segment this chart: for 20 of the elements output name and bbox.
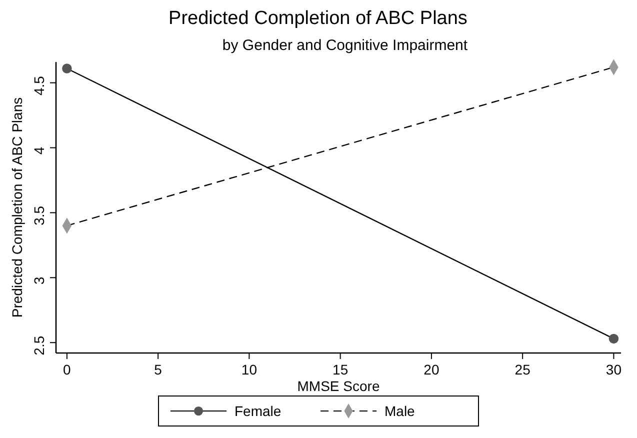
legend-label: Female	[234, 403, 282, 419]
x-tick-label: 20	[424, 362, 440, 378]
legend-label: Male	[384, 403, 416, 419]
y-tick-label: 4.5	[31, 76, 48, 96]
y-tick-label: 3.5	[31, 206, 48, 226]
chart-subtitle: by Gender and Cognitive Impairment	[222, 37, 468, 54]
y-tick-label: 3	[31, 276, 48, 285]
x-tick-label: 30	[606, 362, 622, 378]
y-tick-label: 4	[31, 146, 48, 155]
y-axis-title: Predicted Completion of ABC Plans	[9, 97, 25, 318]
point	[608, 334, 619, 344]
x-tick-label: 25	[514, 362, 531, 378]
x-axis-title: MMSE Score	[297, 378, 380, 394]
x-tick-label: 0	[63, 362, 72, 378]
x-tick-label: 10	[241, 362, 258, 378]
x-tick-label: 5	[154, 362, 162, 378]
point	[62, 64, 72, 74]
y-tick-label: 2.5	[31, 336, 48, 356]
x-tick-label: 15	[332, 362, 348, 378]
chart-title: Predicted Completion of ABC Plans	[168, 8, 468, 29]
